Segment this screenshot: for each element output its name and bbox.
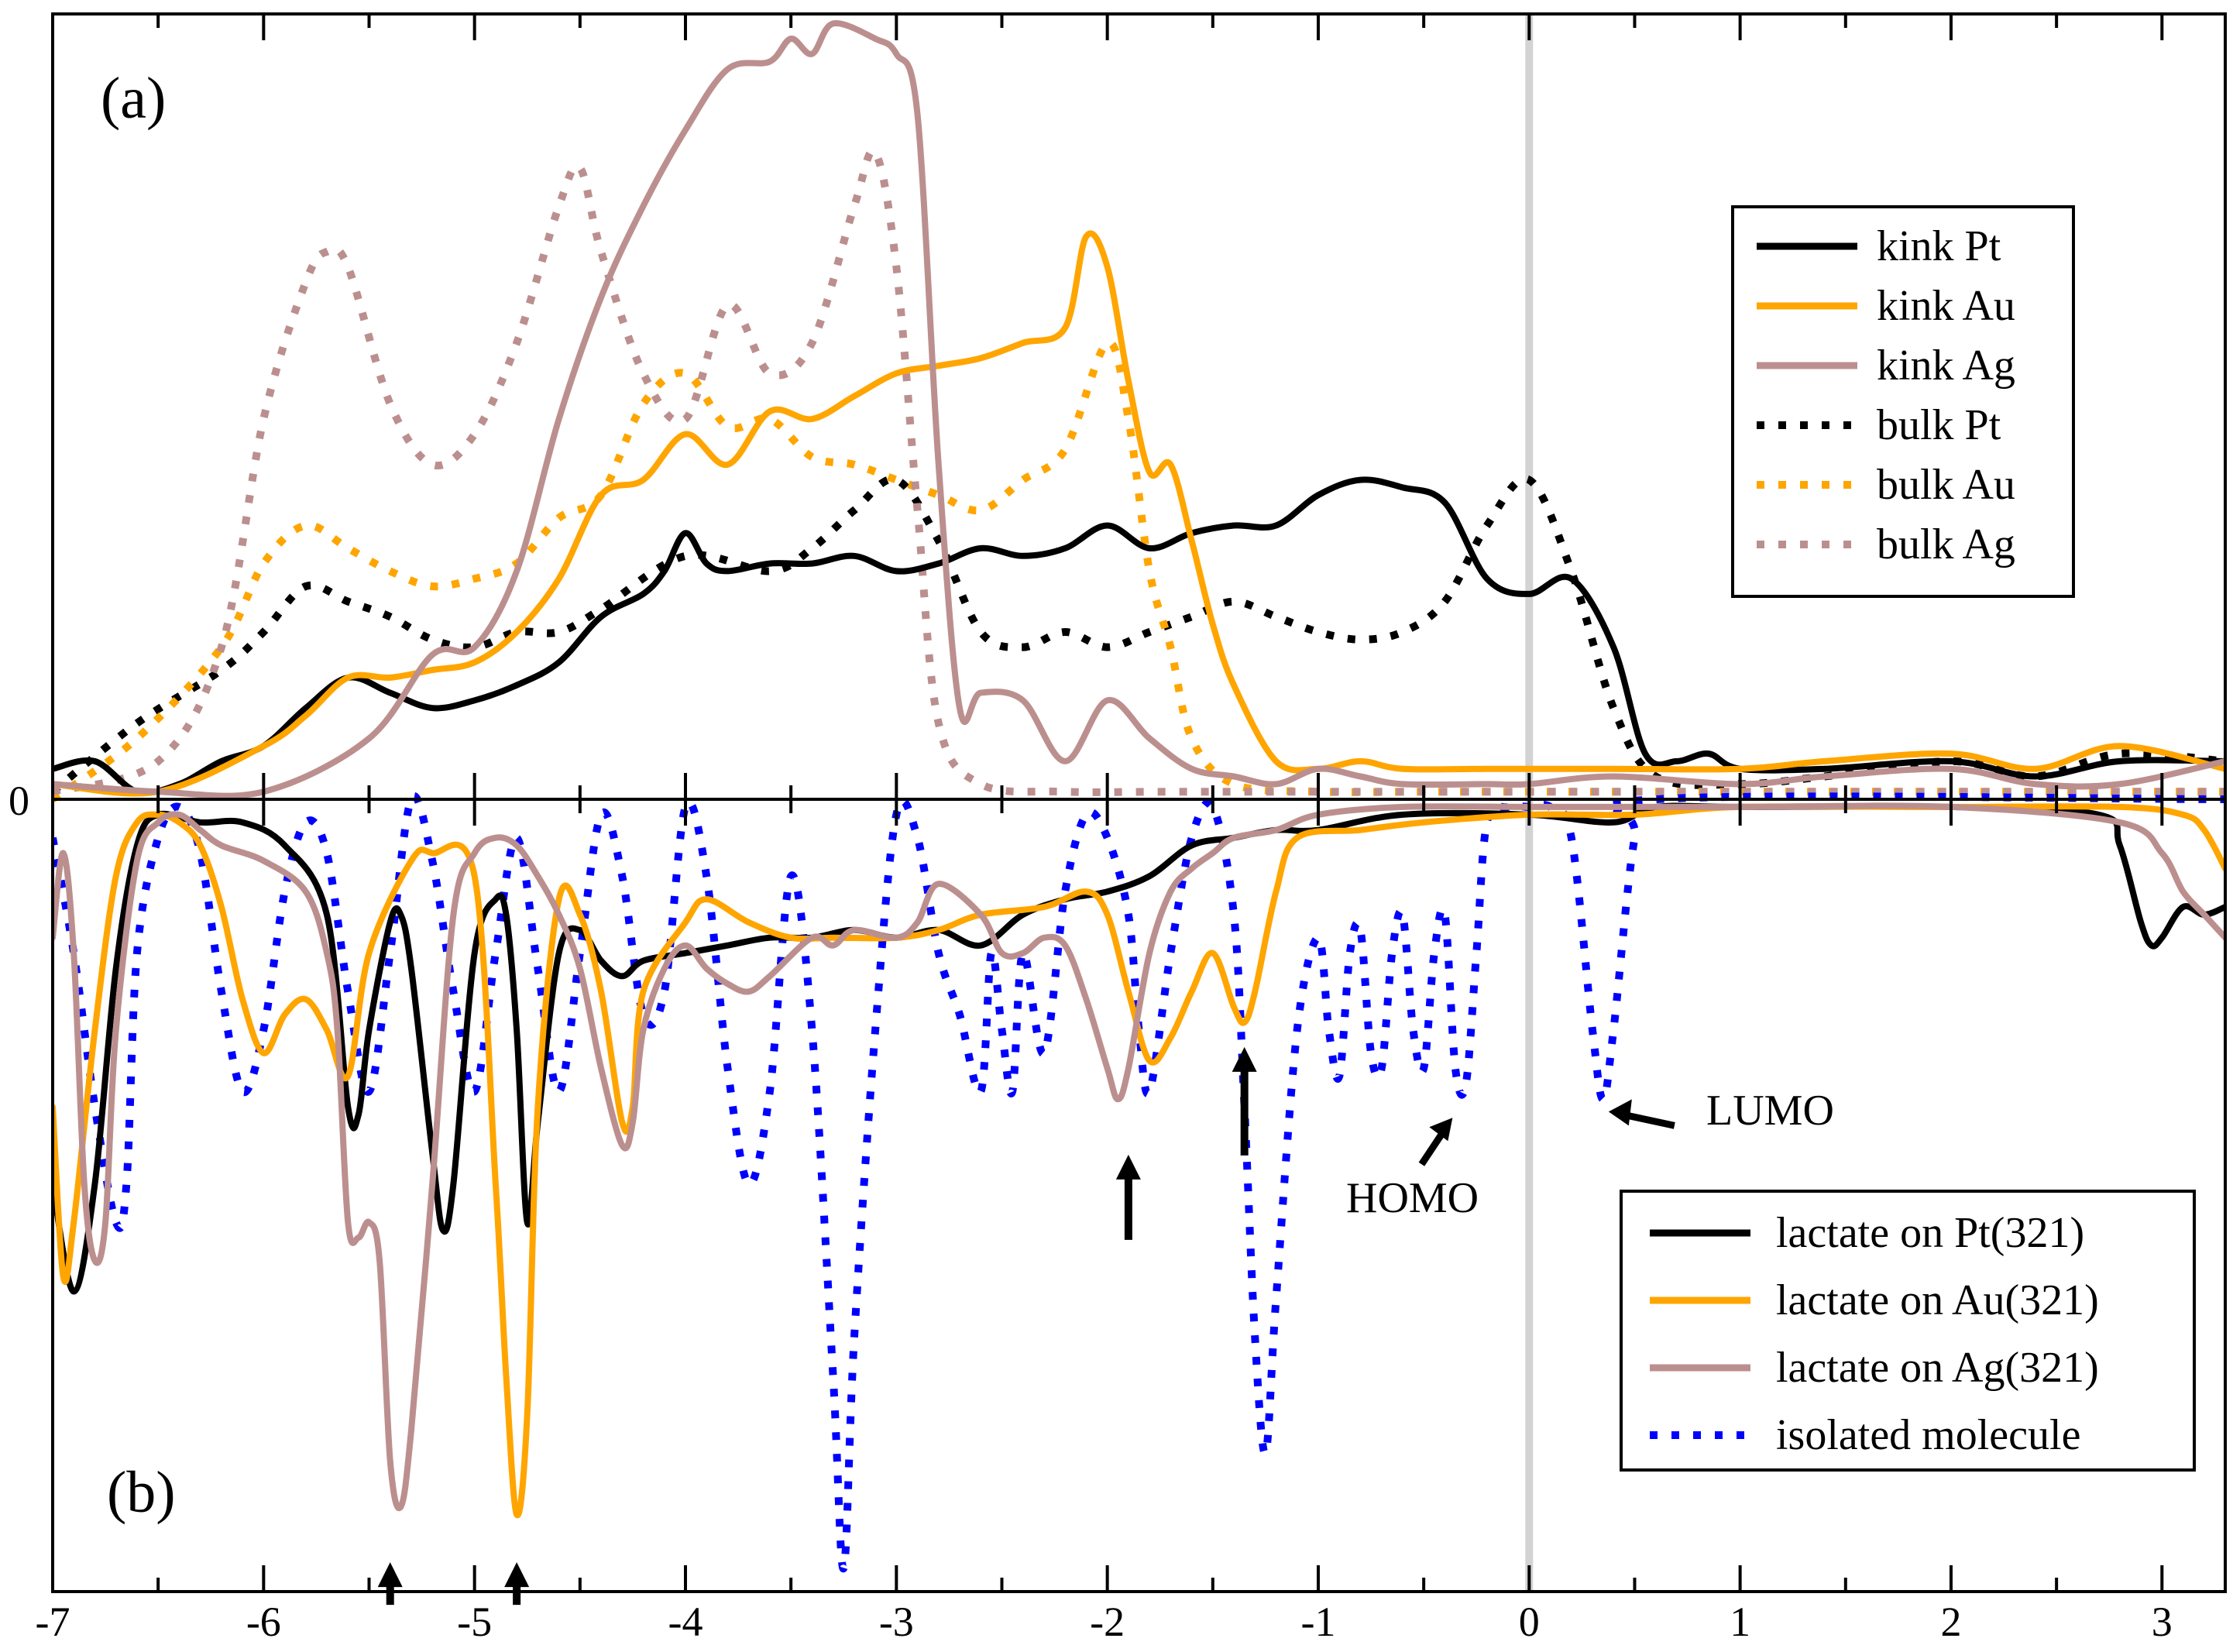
panel-a-series-kink-ag	[53, 20, 2225, 799]
plot-layer	[53, 14, 2225, 1592]
y-zero-label: 0	[9, 778, 29, 824]
marker-arrow	[377, 1562, 403, 1606]
x-tick-label: 0	[1519, 1599, 1540, 1645]
arrow-layer	[377, 1046, 1675, 1606]
legend-label-lactate-on-ag-321: lactate on Ag(321)	[1776, 1344, 2099, 1392]
legend-label-lactate-on-au-321: lactate on Au(321)	[1776, 1276, 2099, 1324]
panel-label-b: (b)	[107, 1460, 176, 1525]
legend-b: lactate on Pt(321) lactate on Au(321) lact…	[1620, 1190, 2196, 1472]
legend-b-box	[1620, 1190, 2196, 1472]
x-tick-label: -2	[1090, 1599, 1125, 1645]
marker-arrow	[504, 1562, 530, 1606]
legend-a-box	[1731, 205, 2075, 598]
legend-label-kink-ag: kink Ag	[1877, 342, 2015, 390]
panel-b-series-lactate-on-au-321	[53, 803, 2225, 1519]
panel-a-series-kink-au	[53, 230, 2225, 797]
legend-label-lactate-on-pt-321: lactate on Pt(321)	[1776, 1209, 2084, 1257]
lumo-arrow	[1608, 1099, 1675, 1129]
lumo-label: LUMO	[1706, 1087, 1834, 1135]
marker-arrow	[1115, 1154, 1141, 1240]
axes-layer: -7 -6 -5 -4 -3 -2 -1 0 1 2 3	[36, 12, 2227, 1645]
legend-label-bulk-au: bulk Au	[1877, 461, 2015, 509]
x-tick-label: -1	[1300, 1599, 1335, 1645]
legend-label-kink-pt: kink Pt	[1877, 222, 2001, 270]
x-tick-label: -6	[246, 1599, 281, 1645]
x-tick-label: -4	[668, 1599, 703, 1645]
panel-a-series-bulk-pt	[53, 475, 2225, 795]
x-tick-label: -5	[457, 1599, 492, 1645]
panel-label-a: (a)	[101, 66, 166, 131]
x-tick-label: -3	[879, 1599, 914, 1645]
x-tick-label: 1	[1730, 1599, 1750, 1645]
panel-b-series-isolated-molecule	[53, 792, 2225, 1573]
x-tick-label: 3	[2152, 1599, 2173, 1645]
legend-a: kink Pt kink Au kink Ag bulk Pt bulk Au bulk …	[1731, 205, 2075, 598]
legend-label-bulk-pt: bulk Pt	[1877, 401, 2001, 449]
panel-b-series-lactate-on-ag-321	[53, 802, 2225, 1512]
x-tick-label: 2	[1940, 1599, 1961, 1645]
legend-label-kink-au: kink Au	[1877, 282, 2015, 330]
legend-label-bulk-ag: bulk Ag	[1877, 520, 2015, 568]
marker-arrow	[1232, 1046, 1257, 1156]
homo-label: HOMO	[1346, 1174, 1479, 1222]
homo-arrow	[1418, 1118, 1453, 1166]
legend-b-items: lactate on Pt(321) lactate on Au(321) lact…	[1650, 1209, 2099, 1459]
x-tick-label: -7	[36, 1599, 70, 1645]
legend-label-isolated-molecule: isolated molecule	[1776, 1411, 2080, 1459]
legend-a-items: kink Pt kink Au kink Ag bulk Pt bulk Au bulk …	[1757, 222, 2015, 568]
